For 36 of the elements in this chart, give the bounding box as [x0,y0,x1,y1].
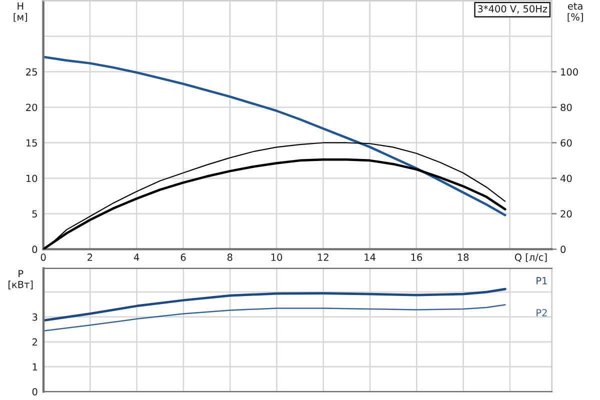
line-series [44,304,506,332]
x-axis-title: Q [л/с] [514,253,547,262]
y-tick-label: 5 [32,210,37,218]
x-tick-label: 12 [318,254,328,261]
line-series [44,288,506,322]
y2-tick-label: 20 [560,210,572,218]
line-series [43,56,506,216]
x-tick-label: 6 [180,254,186,261]
x-tick-label: 8 [227,254,232,261]
y-tick-label: 0 [32,246,38,254]
y2-tick-label: 40 [560,174,572,182]
x-tick-label: 14 [364,254,376,261]
text: P2 [536,309,547,316]
y-tick-label: 15 [26,139,37,147]
y-tick-label: 3 [32,313,38,321]
y-tick-label: 2 [32,338,37,346]
y-tick-label: 1 [32,363,38,370]
y2-tick-label: 60 [560,139,572,147]
y-axis-title: P [кВт] [8,270,33,290]
y-tick-label: 20 [26,104,38,112]
y2-axis-title: eta [%] [568,2,583,22]
chart-title: 3*400 V, 50Hz [478,5,548,14]
y-axis-title: H [м] [14,2,28,22]
x-tick-label: 16 [411,254,422,261]
y-tick-label: 10 [26,174,38,182]
x-tick-label: 4 [134,254,140,261]
y2-tick-label: 80 [560,104,572,112]
y2-tick-label: 0 [560,246,566,254]
x-tick-label: 18 [458,254,469,261]
x-tick-label: 0 [40,254,46,261]
x-tick-label: 2 [88,254,92,261]
y-tick-label: 0 [32,388,38,396]
y-tick-label: 25 [26,68,37,76]
x-tick-label: 10 [271,254,282,261]
text: P1 [536,277,547,284]
y2-tick-label: 100 [561,68,578,76]
